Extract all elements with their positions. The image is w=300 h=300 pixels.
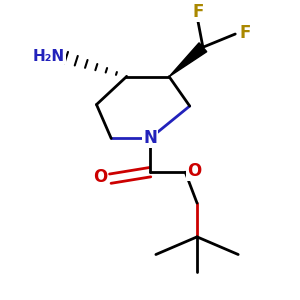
Text: F: F bbox=[240, 23, 251, 41]
Text: H₂N: H₂N bbox=[33, 49, 65, 64]
Text: O: O bbox=[93, 168, 107, 186]
Text: O: O bbox=[187, 162, 201, 180]
Polygon shape bbox=[169, 43, 207, 76]
Text: F: F bbox=[193, 3, 204, 21]
Text: N: N bbox=[143, 129, 157, 147]
